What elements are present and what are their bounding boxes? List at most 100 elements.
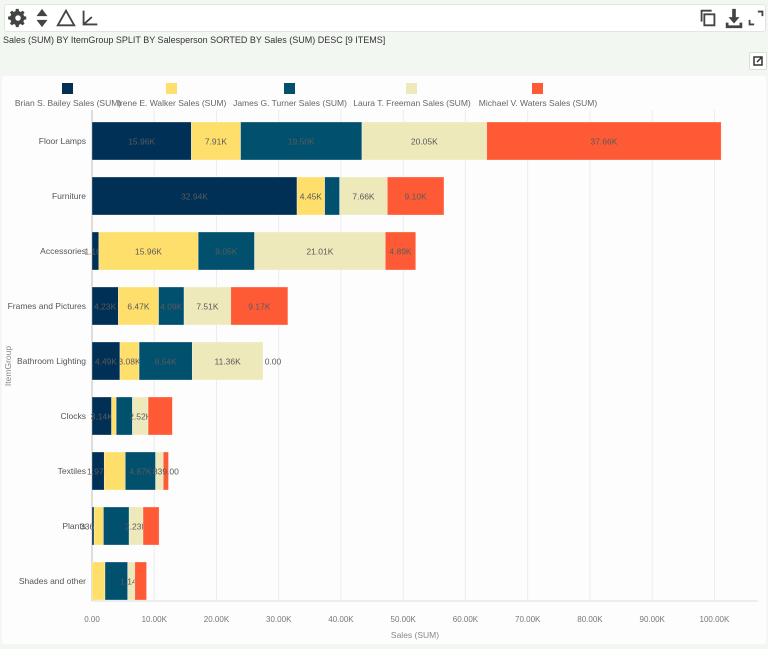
x-tick-label: 80.00K <box>577 615 603 624</box>
bar-segment <box>91 341 121 381</box>
category-label: Textiles <box>58 466 86 476</box>
data-label: 4.09K <box>160 302 183 312</box>
data-label: 15.96K <box>135 247 162 257</box>
data-label: 1.14K <box>120 577 143 587</box>
axis-icon[interactable] <box>79 7 101 29</box>
bar-segment <box>111 396 117 436</box>
toolbar <box>4 4 766 32</box>
legend-label: Irene E. Walker Sales (SUM) <box>118 98 227 108</box>
data-label: 7.91K <box>205 137 228 147</box>
bar-segment <box>134 561 147 601</box>
stacked-bar-chart: Brian S. Bailey Sales (SUM)Irene E. Walk… <box>3 83 758 640</box>
bar-segment <box>339 176 388 216</box>
data-label: 336.80 <box>80 522 106 532</box>
data-label: 4.87K <box>129 467 152 477</box>
triangle-icon[interactable] <box>55 7 77 29</box>
data-label: 8.54K <box>155 357 178 367</box>
legend-label: Michael V. Waters Sales (SUM) <box>479 98 598 108</box>
expand-icon[interactable] <box>745 7 767 29</box>
legend-swatch <box>166 83 177 94</box>
legend-swatch <box>284 83 295 94</box>
bar-segment <box>98 231 199 271</box>
x-tick-label: 0.00 <box>84 615 100 624</box>
data-label: 4.89K <box>389 247 412 257</box>
x-axis-title: Sales (SUM) <box>391 630 439 640</box>
bar-segment <box>91 561 106 601</box>
category-label: Accessories <box>40 246 86 256</box>
category-label: Bathroom Lighting <box>17 356 86 366</box>
data-label: 3.14K <box>91 412 114 422</box>
legend-swatch <box>532 83 543 94</box>
legend-label: Brian S. Bailey Sales (SUM) <box>15 98 121 108</box>
x-tick-label: 30.00K <box>266 615 292 624</box>
bar-segment <box>138 341 193 381</box>
x-tick-label: 10.00K <box>142 615 168 624</box>
category-label: Furniture <box>52 191 86 201</box>
bar-segment <box>230 286 289 326</box>
data-label: 4.49K <box>95 357 118 367</box>
bar-segment <box>142 506 160 546</box>
bar-segment <box>387 176 445 216</box>
bar-segment <box>296 176 326 216</box>
category-label: Shades and other <box>19 576 86 586</box>
data-label: 9.10K <box>405 192 428 202</box>
data-label: 0.00 <box>265 357 282 367</box>
download-icon[interactable] <box>723 7 745 29</box>
data-label: 2.23K <box>125 522 148 532</box>
category-label: Floor Lamps <box>39 136 86 146</box>
data-label: 3.08K <box>118 357 141 367</box>
data-label: 1.10K <box>84 247 107 257</box>
sort-icon[interactable] <box>31 7 53 29</box>
data-label: 37.66K <box>590 137 617 147</box>
data-label: 7.51K <box>196 302 219 312</box>
bar-segment <box>240 121 363 161</box>
legend-label: Laura T. Freeman Sales (SUM) <box>353 98 471 108</box>
bar-segment <box>118 286 159 326</box>
bar-segment <box>361 121 488 161</box>
x-tick-label: 20.00K <box>204 615 230 624</box>
bar-segment <box>324 176 340 216</box>
bar-segment <box>191 341 264 381</box>
gear-icon[interactable] <box>7 7 29 29</box>
bar-segment <box>125 451 156 491</box>
data-label: 2.52K <box>129 412 152 422</box>
data-label: 32.94K <box>181 192 208 202</box>
bar-segment <box>158 286 185 326</box>
legend-label: James G. Turner Sales (SUM) <box>233 98 347 108</box>
x-tick-label: 90.00K <box>640 615 666 624</box>
data-label: 21.01K <box>306 247 333 257</box>
data-label: 19.50K <box>288 137 315 147</box>
bar-segment <box>147 396 173 436</box>
bar-segment <box>384 231 417 271</box>
data-label: 11.36K <box>214 357 241 367</box>
chart-panel: Brian S. Bailey Sales (SUM) Irene E. Walk… <box>2 76 766 644</box>
copy-icon[interactable] <box>697 7 719 29</box>
bar-segment <box>93 506 104 546</box>
category-label: Clocks <box>60 411 86 421</box>
bar-segment <box>103 506 130 546</box>
data-label: 9.05K <box>215 247 238 257</box>
bar-segment <box>91 121 192 161</box>
chart-subtitle: Sales (SUM) BY ItemGroup SPLIT BY Salesp… <box>3 35 386 45</box>
data-label: 4.45K <box>300 192 323 202</box>
y-axis-title: ItemGroup <box>3 346 13 386</box>
legend-swatch <box>406 83 417 94</box>
data-label: 1.97K <box>87 467 110 477</box>
legend-swatch <box>62 83 73 94</box>
data-label: 839.00 <box>153 467 179 477</box>
x-tick-label: 40.00K <box>328 615 354 624</box>
x-tick-label: 70.00K <box>515 615 541 624</box>
bar-segment <box>191 121 241 161</box>
bar-segment <box>91 176 298 216</box>
data-label: 4.23K <box>94 302 117 312</box>
data-label: 9.17K <box>248 302 271 312</box>
bar-segment <box>162 451 169 491</box>
bar-segment <box>254 231 386 271</box>
x-tick-label: 100.00K <box>700 615 730 624</box>
bar-segment <box>486 121 722 161</box>
data-label: 20.05K <box>411 137 438 147</box>
data-label: 7.66K <box>352 192 375 202</box>
popout-icon[interactable] <box>749 52 767 70</box>
data-label: 6.47K <box>127 302 150 312</box>
bar-segment <box>103 451 126 491</box>
